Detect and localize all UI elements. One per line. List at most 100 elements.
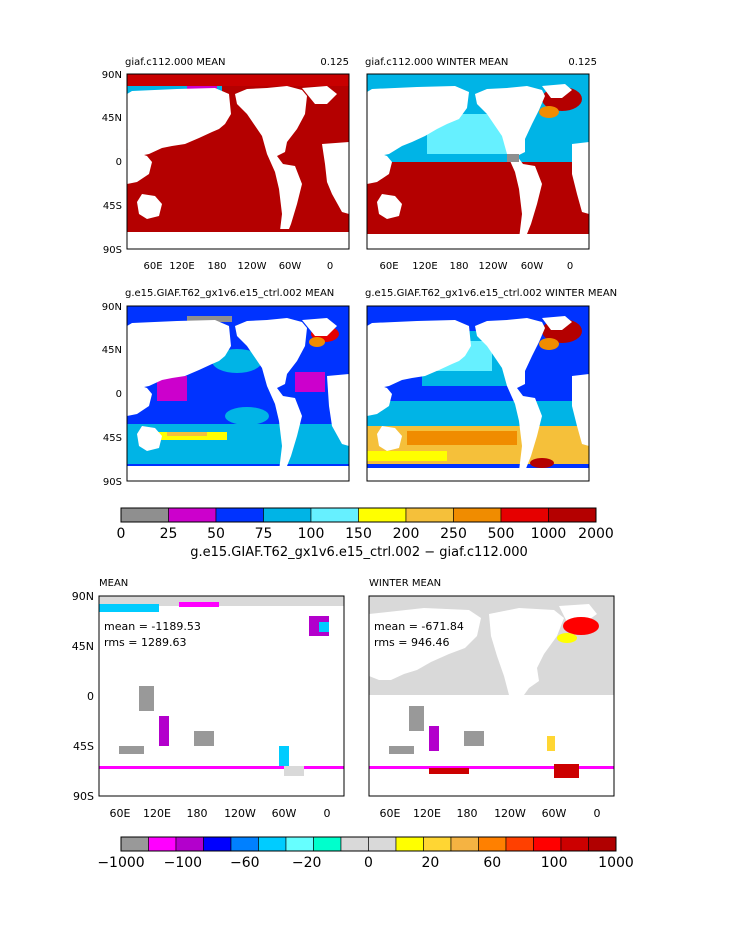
map-panel-winter-mean: giaf.c112.000 WINTER MEAN 0.125 60E 120E… (365, 57, 597, 272)
lat-label: 45S (103, 201, 122, 212)
lon-label: 0 (567, 261, 573, 272)
lon-label: 0 (327, 261, 333, 272)
coast-patch (429, 726, 439, 751)
colorbar-swatch (405, 507, 454, 523)
coast-patch (119, 746, 144, 754)
arctic-gray (187, 316, 232, 322)
map-frame (366, 73, 590, 250)
colorbar-tick-label: 100 (541, 855, 568, 871)
colorbar-swatch (505, 836, 534, 852)
arctic-magenta (179, 602, 219, 607)
land-americas (489, 608, 564, 695)
stats-rms: rms = 1289.63 (104, 636, 186, 649)
colorbar-tick-label: 2000 (578, 526, 614, 542)
coast-patch (159, 716, 169, 746)
colorbar-frame (120, 507, 597, 523)
lat-label: 0 (116, 157, 122, 168)
colorbar-tick-label: 0 (117, 526, 126, 542)
panel-right-label: 0.125 (568, 57, 597, 68)
colorbar-frame (120, 836, 617, 852)
colorbar-tick-label: −100 (164, 855, 202, 871)
colorbar-tick-label: 1000 (531, 526, 567, 542)
colorbar-swatch (258, 836, 287, 852)
antarctic-red (429, 768, 469, 774)
lon-axis: 60E 120E 180 120W 60W 0 (143, 261, 333, 272)
coast-patch (139, 686, 154, 711)
coast-patch (464, 731, 484, 746)
land-eurasia (127, 88, 231, 156)
coast-patch (279, 746, 289, 766)
colorbar-swatch (120, 507, 169, 523)
equatorial-gray (507, 154, 519, 162)
lon-label: 60W (521, 261, 544, 272)
coast-patch (547, 736, 555, 751)
map-frame (126, 305, 350, 482)
lon-label: 120W (494, 807, 526, 820)
land-eurasia (369, 608, 481, 680)
colorbar-swatch (548, 507, 597, 523)
colorbar-swatch (423, 836, 452, 852)
lat-label: 90N (102, 70, 122, 81)
southern-ocean-band (127, 424, 349, 464)
lon-label: 180 (187, 807, 208, 820)
colorbar-swatch (588, 836, 617, 852)
lon-label: 180 (457, 807, 478, 820)
south-pacific-cyan (225, 407, 269, 425)
colorbar-tick-label: 500 (488, 526, 515, 542)
panel-right-label: 0.125 (320, 57, 349, 68)
colorbar-swatch (120, 836, 149, 852)
arctic-gray (99, 596, 344, 606)
map-frame (98, 595, 345, 797)
lat-label: 0 (87, 690, 94, 703)
colorbar-tick-label: 250 (440, 526, 467, 542)
southern-yellow (367, 451, 447, 461)
colorbar-swatch (340, 836, 369, 852)
colorbar-tick-label: −1000 (97, 855, 144, 871)
land-greenland (542, 84, 572, 98)
southern-orange (167, 432, 207, 436)
colorbar-depth: 0 25 50 75 100 150 200 250 500 1000 2000 g.e15.GIA… (117, 507, 614, 560)
antarctic-edge (127, 229, 349, 232)
stats-mean: mean = -671.84 (374, 620, 464, 633)
north-atlantic-orange (309, 337, 325, 347)
lon-label: 120W (224, 807, 256, 820)
antarctic-darkred (554, 764, 579, 778)
lat-label: 90S (103, 477, 122, 488)
colorbar-swatch (368, 836, 397, 852)
colorbar-swatch (215, 507, 264, 523)
colorbar-tick-label: 1000 (598, 855, 634, 871)
coast-patch (409, 706, 424, 731)
lon-label: 180 (207, 261, 226, 272)
stats-mean: mean = -1189.53 (104, 620, 201, 633)
stats-rms: rms = 946.46 (374, 636, 449, 649)
colorbar-tick-label: 75 (255, 526, 273, 542)
lon-label: 120E (169, 261, 194, 272)
lat-label: 45N (72, 640, 94, 653)
lat-label: 45N (102, 113, 122, 124)
colorbar-caption: g.e15.GIAF.T62_gx1v6.e15_ctrl.002 − giaf… (190, 545, 528, 560)
colorbar-swatch (453, 507, 502, 523)
north-atlantic-cyan (319, 622, 329, 632)
colorbar-swatch (358, 507, 407, 523)
diff-panel-mean: MEAN mean = -1189.53 rms = 1289.63 90N 4… (72, 578, 345, 820)
lon-label: 120E (413, 807, 441, 820)
land-antarctica (367, 468, 589, 481)
panel-title: giaf.c112.000 MEAN (125, 57, 226, 68)
colorbar-swatch (263, 507, 312, 523)
arctic-cyan (99, 604, 159, 612)
lon-label: 0 (324, 807, 331, 820)
arctic-strip (127, 306, 349, 318)
land-americas (235, 318, 307, 471)
land-eurasia (127, 320, 231, 388)
lon-label: 120W (479, 261, 508, 272)
colorbar-swatch (478, 836, 507, 852)
land-antarctica (367, 234, 589, 249)
colorbar-swatch (175, 836, 204, 852)
southern-red (530, 458, 554, 468)
lat-label: 45N (102, 345, 122, 356)
lon-label: 60W (279, 261, 302, 272)
colorbar-tick-label: 150 (345, 526, 372, 542)
colorbar-swatch (310, 507, 359, 523)
lat-axis: 90N 45N 0 45S 90S (102, 70, 122, 256)
land-antarctica (127, 466, 349, 481)
